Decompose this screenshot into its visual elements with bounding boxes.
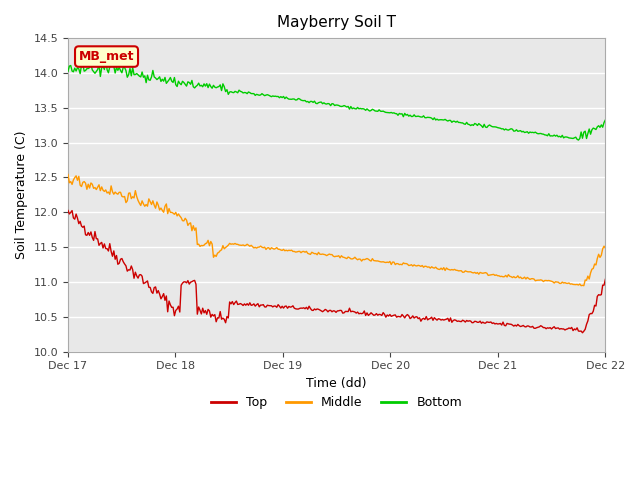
Title: Mayberry Soil T: Mayberry Soil T bbox=[277, 15, 396, 30]
Text: MB_met: MB_met bbox=[79, 50, 134, 63]
Legend: Top, Middle, Bottom: Top, Middle, Bottom bbox=[206, 391, 467, 414]
Y-axis label: Soil Temperature (C): Soil Temperature (C) bbox=[15, 131, 28, 259]
X-axis label: Time (dd): Time (dd) bbox=[307, 377, 367, 390]
